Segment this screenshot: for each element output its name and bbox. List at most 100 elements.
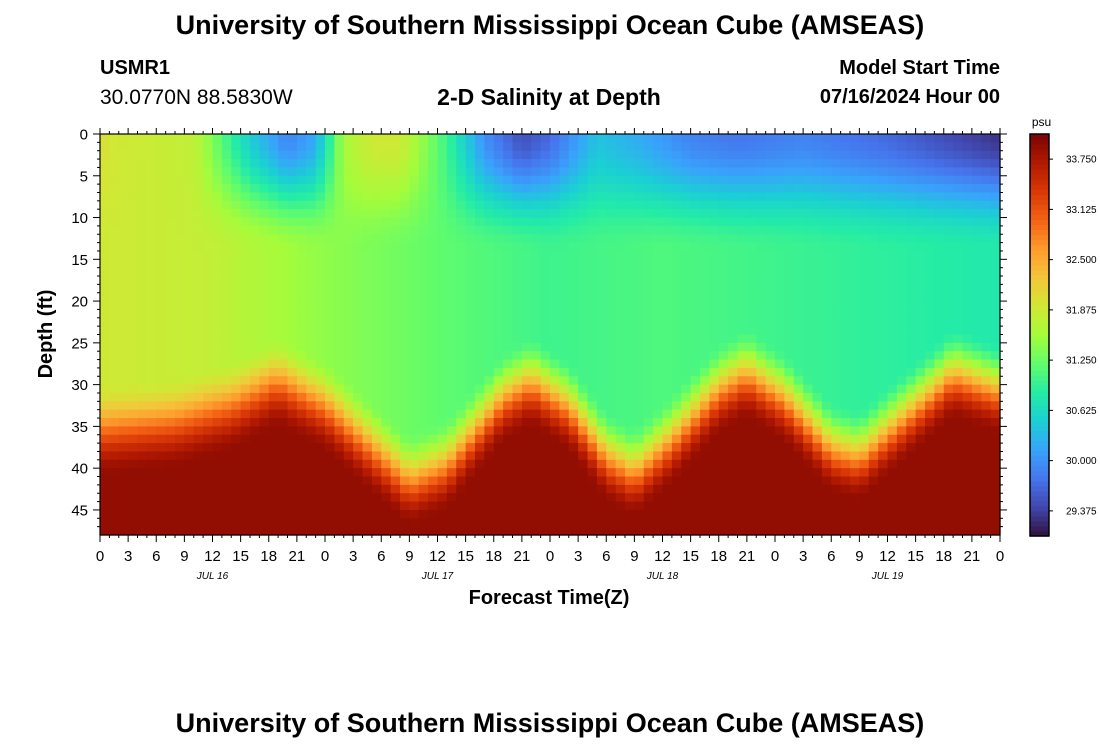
heatmap-cell xyxy=(175,134,185,143)
heatmap-cell xyxy=(212,317,223,327)
heatmap-cell xyxy=(146,359,157,369)
heatmap-cell xyxy=(671,384,682,394)
x-tick-label: 12 xyxy=(654,548,671,565)
heatmap-cell xyxy=(634,326,645,336)
heatmap-cell xyxy=(606,501,617,511)
heatmap-cell xyxy=(971,518,982,528)
heatmap-cell xyxy=(137,284,148,294)
heatmap-cell xyxy=(934,192,945,202)
heatmap-cell xyxy=(259,376,270,386)
heatmap-cell xyxy=(325,317,335,327)
heatmap-cell xyxy=(390,159,401,169)
heatmap-cell xyxy=(850,242,860,252)
heatmap-cell xyxy=(606,526,617,536)
heatmap-cell xyxy=(681,276,692,285)
heatmap-cell xyxy=(653,150,664,160)
heatmap-cell xyxy=(906,526,917,536)
heatmap-cell xyxy=(943,317,954,327)
heatmap-cell xyxy=(278,459,289,469)
heatmap-cell xyxy=(784,200,795,210)
heatmap-cell xyxy=(878,292,889,302)
heatmap-cell xyxy=(306,259,317,269)
heatmap-cell xyxy=(615,518,626,528)
heatmap-cell xyxy=(840,342,851,352)
heatmap-cell xyxy=(737,451,748,461)
heatmap-cell xyxy=(728,476,739,486)
heatmap-cell xyxy=(831,376,842,386)
heatmap-cell xyxy=(653,418,664,427)
heatmap-cell xyxy=(315,242,326,252)
heatmap-cell xyxy=(775,209,785,219)
heatmap-cell xyxy=(943,518,954,528)
heatmap-cell xyxy=(990,409,1001,419)
heatmap-cell xyxy=(868,426,879,436)
heatmap-cell xyxy=(775,392,785,402)
heatmap-cell xyxy=(953,351,964,361)
heatmap-cell xyxy=(784,209,795,219)
heatmap-cell xyxy=(250,376,260,386)
heatmap-cell xyxy=(962,359,973,369)
heatmap-cell xyxy=(896,401,907,411)
heatmap-cell xyxy=(184,292,195,302)
heatmap-cell xyxy=(887,259,898,269)
heatmap-cell xyxy=(306,367,317,377)
heatmap-cell xyxy=(681,426,692,436)
heatmap-cell xyxy=(475,259,485,269)
heatmap-cell xyxy=(306,309,317,319)
heatmap-cell xyxy=(840,242,851,252)
heatmap-cell xyxy=(109,200,120,210)
heatmap-cell xyxy=(578,134,589,143)
heatmap-cell xyxy=(934,309,945,319)
heatmap-cell xyxy=(587,317,598,327)
colorbar: psu33.75033.12532.50031.87531.25030.6253… xyxy=(1029,115,1097,537)
heatmap-cell xyxy=(315,518,326,528)
heatmap-cell xyxy=(925,518,935,528)
heatmap-cell xyxy=(287,175,298,185)
heatmap-cell xyxy=(643,451,654,461)
heatmap-cell xyxy=(850,376,860,386)
heatmap-cell xyxy=(118,301,129,311)
heatmap-cell xyxy=(859,200,870,210)
heatmap-cell xyxy=(521,175,532,185)
heatmap-cell xyxy=(587,526,598,536)
heatmap-cell xyxy=(465,267,476,277)
heatmap-cell xyxy=(165,334,176,344)
heatmap-cell xyxy=(175,359,185,369)
heatmap-cell xyxy=(925,351,935,361)
heatmap-cell xyxy=(146,509,157,519)
heatmap-cell xyxy=(437,509,448,519)
heatmap-cell xyxy=(221,526,232,536)
heatmap-cell xyxy=(662,159,673,169)
heatmap-cell xyxy=(165,392,176,402)
heatmap-cell xyxy=(887,468,898,478)
heatmap-cell xyxy=(840,409,851,419)
heatmap-cell xyxy=(943,142,954,152)
heatmap-cell xyxy=(915,250,926,260)
heatmap-cell xyxy=(775,518,785,528)
heatmap-cell xyxy=(643,167,654,177)
heatmap-cell xyxy=(175,376,185,386)
heatmap-cell xyxy=(596,259,607,269)
heatmap-cell xyxy=(409,267,420,277)
heatmap-cell xyxy=(803,284,814,294)
heatmap-cell xyxy=(512,476,523,486)
heatmap-cell xyxy=(512,225,523,235)
heatmap-cell xyxy=(550,292,560,302)
heatmap-cell xyxy=(718,167,729,177)
heatmap-cell xyxy=(934,384,945,394)
heatmap-cell xyxy=(643,267,654,277)
heatmap-cell xyxy=(128,359,139,369)
heatmap-cell xyxy=(812,292,823,302)
heatmap-cell xyxy=(446,526,457,536)
heatmap-cell xyxy=(100,250,110,260)
heatmap-cell xyxy=(456,526,467,536)
heatmap-cell xyxy=(465,367,476,377)
heatmap-cell xyxy=(925,259,935,269)
heatmap-cell xyxy=(953,301,964,311)
heatmap-cell xyxy=(362,418,373,427)
heatmap-cell xyxy=(803,225,814,235)
heatmap-cell xyxy=(156,501,167,511)
heatmap-cell xyxy=(550,200,560,210)
heatmap-cell xyxy=(118,392,129,402)
heatmap-cell xyxy=(878,317,889,327)
